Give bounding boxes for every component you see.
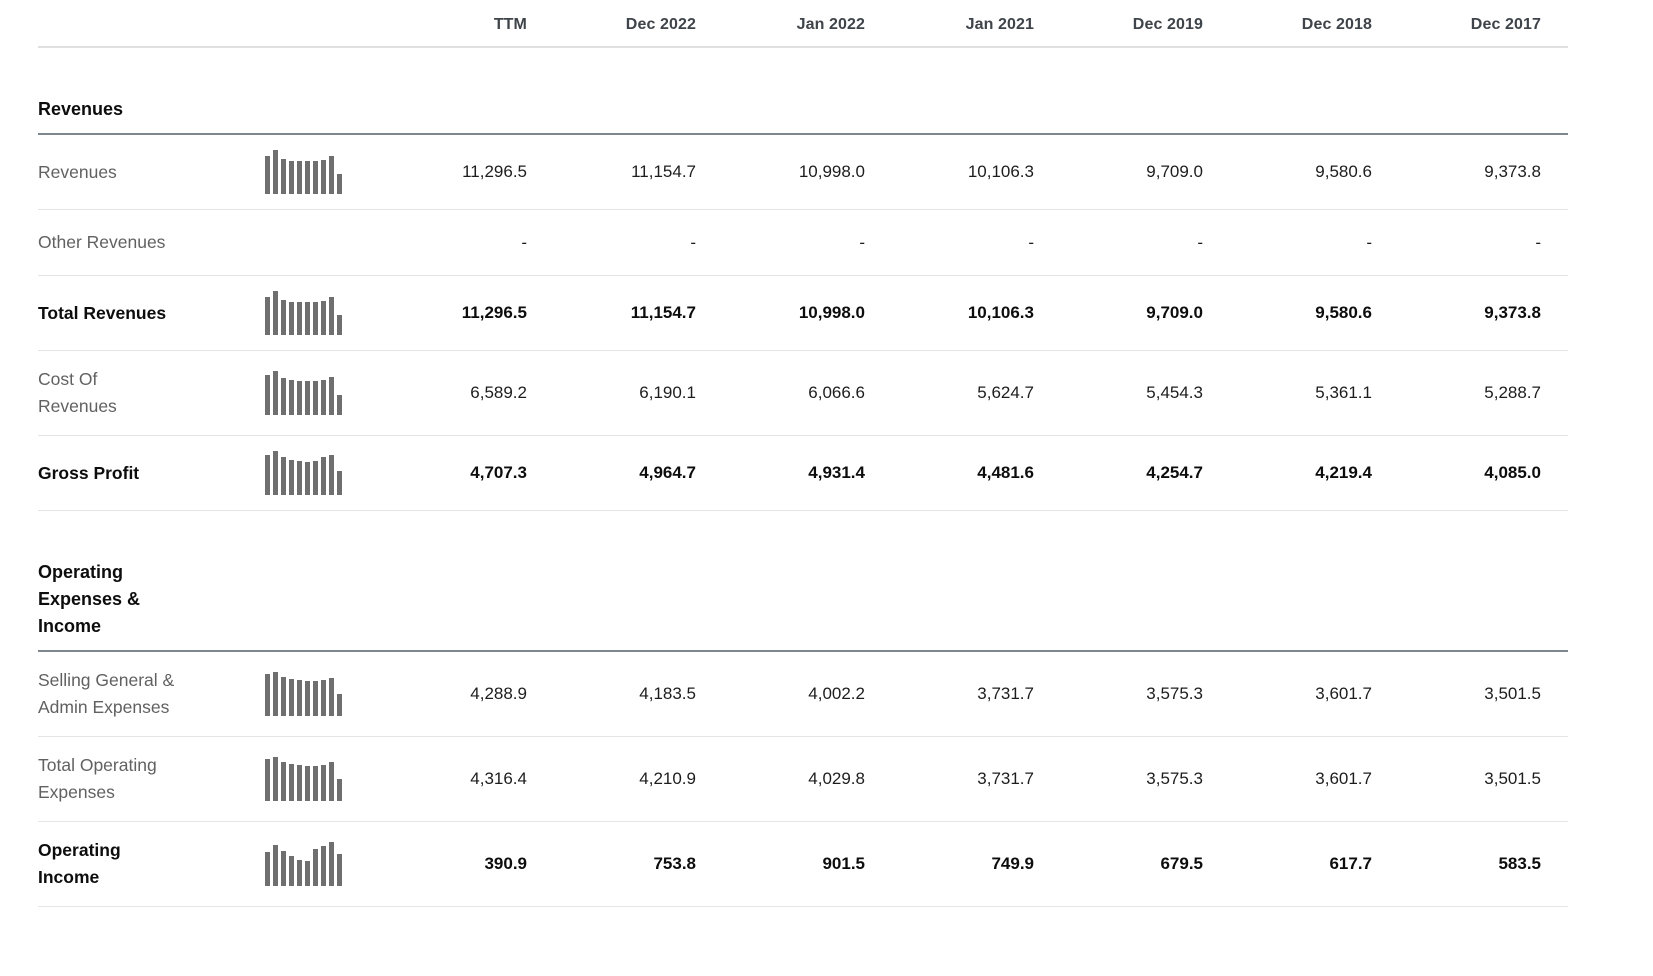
cell-value: 3,601.7 xyxy=(1203,769,1372,789)
cell-value: 5,624.7 xyxy=(865,383,1034,403)
cell-value: 3,501.5 xyxy=(1372,684,1541,704)
table-row-total-revenues[interactable]: Total Revenues 11,296.5 11,154.7 10,998.… xyxy=(38,276,1568,351)
cell-value: 4,219.4 xyxy=(1203,463,1372,483)
cell-value: 4,085.0 xyxy=(1372,463,1541,483)
column-header-jan-2021: Jan 2021 xyxy=(865,16,1034,34)
cell-value: 390.9 xyxy=(358,854,527,874)
cell-value: 3,501.5 xyxy=(1372,769,1541,789)
cell-value: 10,998.0 xyxy=(696,303,865,323)
table-row-total-operating-expenses[interactable]: Total Operating Expenses 4,316.4 4,210.9… xyxy=(38,737,1568,822)
cell-value: 4,931.4 xyxy=(696,463,865,483)
cell-value: - xyxy=(1034,233,1203,253)
cell-value: 3,575.3 xyxy=(1034,684,1203,704)
cell-value: 4,183.5 xyxy=(527,684,696,704)
cell-value: 11,296.5 xyxy=(358,303,527,323)
cell-value: 3,575.3 xyxy=(1034,769,1203,789)
cell-value: 4,964.7 xyxy=(527,463,696,483)
cell-value: 9,373.8 xyxy=(1372,303,1541,323)
column-header-dec-2022: Dec 2022 xyxy=(527,16,696,34)
section-title: Operating Expenses & Income xyxy=(38,559,238,650)
cell-value: 11,154.7 xyxy=(527,162,696,182)
cell-value: 617.7 xyxy=(1203,854,1372,874)
cell-value: 4,029.8 xyxy=(696,769,865,789)
cell-value: - xyxy=(358,233,527,253)
sparkline-chart[interactable] xyxy=(265,371,343,415)
cell-value: 3,731.7 xyxy=(865,684,1034,704)
cell-value: - xyxy=(1203,233,1372,253)
column-header-dec-2017: Dec 2017 xyxy=(1372,16,1541,34)
table-row-revenues[interactable]: Revenues 11,296.5 11,154.7 10,998.0 10,1… xyxy=(38,135,1568,210)
row-label[interactable]: Total Revenues xyxy=(38,300,243,327)
cell-value: 3,601.7 xyxy=(1203,684,1372,704)
cell-value: 9,580.6 xyxy=(1203,303,1372,323)
cell-value: - xyxy=(527,233,696,253)
cell-value: 9,373.8 xyxy=(1372,162,1541,182)
cell-value: 4,288.9 xyxy=(358,684,527,704)
section-header-operating-expenses-income: Operating Expenses & Income xyxy=(38,511,1568,652)
cell-value: 679.5 xyxy=(1034,854,1203,874)
period-header-row: TTM Dec 2022 Jan 2022 Jan 2021 Dec 2019 … xyxy=(38,0,1568,48)
cell-value: 6,190.1 xyxy=(527,383,696,403)
row-label[interactable]: Other Revenues xyxy=(38,229,243,256)
cell-value: 5,288.7 xyxy=(1372,383,1541,403)
row-label[interactable]: Total Operating Expenses xyxy=(38,752,243,806)
column-header-dec-2018: Dec 2018 xyxy=(1203,16,1372,34)
cell-value: 3,731.7 xyxy=(865,769,1034,789)
cell-value: 11,154.7 xyxy=(527,303,696,323)
table-row-sga-expenses[interactable]: Selling General & Admin Expenses 4,288.9… xyxy=(38,652,1568,737)
sparkline-chart[interactable] xyxy=(265,291,343,335)
cell-value: 11,296.5 xyxy=(358,162,527,182)
cell-value: 4,707.3 xyxy=(358,463,527,483)
table-row-cost-of-revenues[interactable]: Cost Of Revenues 6,589.2 6,190.1 6,066.6… xyxy=(38,351,1568,436)
cell-value: 10,106.3 xyxy=(865,162,1034,182)
cell-value: 6,589.2 xyxy=(358,383,527,403)
column-header-dec-2019: Dec 2019 xyxy=(1034,16,1203,34)
row-label[interactable]: Cost Of Revenues xyxy=(38,366,243,420)
cell-value: 583.5 xyxy=(1372,854,1541,874)
cell-value: 9,709.0 xyxy=(1034,162,1203,182)
table-row-other-revenues[interactable]: Other Revenues - - - - - - - xyxy=(38,210,1568,276)
row-label[interactable]: Revenues xyxy=(38,159,243,186)
section-title: Revenues xyxy=(38,96,238,133)
table-row-gross-profit[interactable]: Gross Profit 4,707.3 4,964.7 4,931.4 4,4… xyxy=(38,436,1568,511)
cell-value: 9,709.0 xyxy=(1034,303,1203,323)
cell-value: 753.8 xyxy=(527,854,696,874)
row-label[interactable]: Operating Income xyxy=(38,837,243,891)
cell-value: 5,454.3 xyxy=(1034,383,1203,403)
sparkline-chart[interactable] xyxy=(265,757,343,801)
section-header-revenues: Revenues xyxy=(38,48,1568,135)
column-header-ttm: TTM xyxy=(358,16,527,34)
financials-table: TTM Dec 2022 Jan 2022 Jan 2021 Dec 2019 … xyxy=(38,0,1568,907)
row-label[interactable]: Gross Profit xyxy=(38,460,243,487)
cell-value: 4,002.2 xyxy=(696,684,865,704)
cell-value: 9,580.6 xyxy=(1203,162,1372,182)
cell-value: 10,106.3 xyxy=(865,303,1034,323)
cell-value: - xyxy=(1372,233,1541,253)
sparkline-chart[interactable] xyxy=(265,150,343,194)
cell-value: - xyxy=(865,233,1034,253)
cell-value: 5,361.1 xyxy=(1203,383,1372,403)
table-row-operating-income[interactable]: Operating Income 390.9 753.8 901.5 749.9… xyxy=(38,822,1568,907)
cell-value: 749.9 xyxy=(865,854,1034,874)
row-label[interactable]: Selling General & Admin Expenses xyxy=(38,667,243,721)
cell-value: 6,066.6 xyxy=(696,383,865,403)
sparkline-chart[interactable] xyxy=(265,451,343,495)
cell-value: 4,254.7 xyxy=(1034,463,1203,483)
sparkline-chart[interactable] xyxy=(265,672,343,716)
cell-value: 10,998.0 xyxy=(696,162,865,182)
cell-value: 4,210.9 xyxy=(527,769,696,789)
cell-value: 901.5 xyxy=(696,854,865,874)
cell-value: - xyxy=(696,233,865,253)
cell-value: 4,316.4 xyxy=(358,769,527,789)
sparkline-chart[interactable] xyxy=(265,842,343,886)
cell-value: 4,481.6 xyxy=(865,463,1034,483)
column-header-jan-2022: Jan 2022 xyxy=(696,16,865,34)
